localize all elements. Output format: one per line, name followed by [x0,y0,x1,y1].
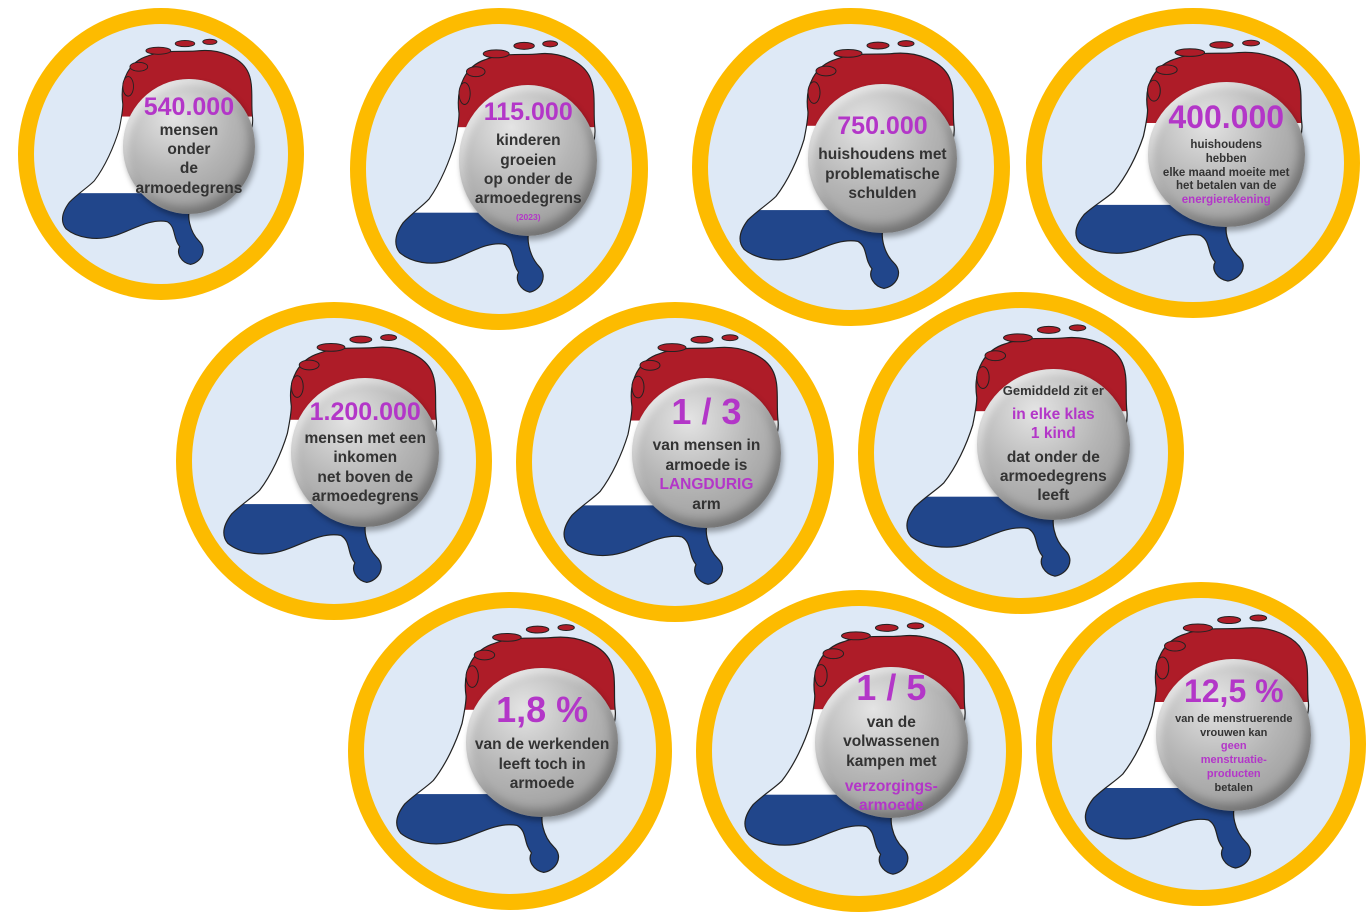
stat-highlight: armoede [859,797,924,815]
stat-text: armoedegrens [999,468,1107,486]
stat-text: kinderen groeien [495,132,561,169]
stat-medal-8: 1,8 % van de werkenden leeft toch in arm… [348,592,672,910]
stat-badge: Gemiddeld zit er in elke klas 1 kind dat… [976,368,1130,520]
stat-text: van de werkenden [474,736,610,754]
stat-number: 115.000 [483,97,573,126]
stat-text: elke maand moeite met [1162,166,1290,179]
stat-text: vrouwen kan [1200,726,1268,739]
stat-text: van mensen in [652,437,761,455]
stat-badge: 1 / 3 van mensen in armoede is LANGDURIG… [632,378,781,529]
stat-highlight: verzorgings- [844,777,938,795]
stat-highlight: geen [1220,740,1247,753]
stat-text: arm [692,495,721,513]
stat-text: armoedegrens [311,487,419,505]
stat-badge: 1,8 % van de werkenden leeft toch in arm… [466,668,619,817]
stat-text: mensen [159,121,219,139]
stat-number: 1,8 % [496,689,589,731]
stat-text: armoede [509,774,575,792]
stat-number: 12,5 % [1183,673,1284,710]
stat-text: betalen [1214,781,1254,794]
stat-highlight: in elke klas [1011,405,1095,423]
stat-medal-9: 1 / 5 van de volwassenen kampen met verz… [696,590,1022,912]
stat-text: leeft toch in [498,755,586,773]
stat-text: op onder de [483,170,573,188]
stat-medal-4: 400.000 huishoudens hebben elke maand mo… [1026,8,1360,318]
stat-text: leeft [1037,487,1070,505]
stat-highlight: 1 kind [1030,425,1076,443]
stat-number: 1.200.000 [309,397,421,426]
stat-medal-6: 1 / 3 van mensen in armoede is LANGDURIG… [516,302,834,622]
stat-medal-2: 115.000 kinderen groeien op onder de arm… [350,8,648,330]
stat-text: van de volwassenen [843,713,940,751]
stat-badge: 1.200.000 mensen met een inkomen net bov… [291,378,440,527]
stat-text: huishoudens met [818,146,947,164]
stat-text: de [179,160,198,178]
stat-text: kampen met [846,752,937,770]
stat-text: armoedegrens [135,179,243,197]
stat-medal-10: 12,5 % van de menstruerende vrouwen kan … [1036,582,1366,906]
stat-highlight: producten [1206,767,1261,780]
stat-text: onder [167,140,211,158]
stat-badge: 750.000 huishoudens met problematische s… [808,84,957,233]
stat-badge: 400.000 huishoudens hebben elke maand mo… [1147,82,1305,227]
stat-badge: 540.000 mensen onder de armoedegrens [122,78,255,214]
stat-number: 1 / 5 [856,666,927,708]
stat-text: huishoudens [1190,138,1262,151]
stat-badge: 1 / 5 van de volwassenen kampen met verz… [814,666,968,818]
stat-medal-3: 750.000 huishoudens met problematische s… [692,8,1010,326]
stat-number: 540.000 [143,93,235,122]
stat-text: problematische [825,165,940,183]
stat-text: net boven de [317,468,414,486]
stat-number: 400.000 [1168,99,1285,136]
stat-highlight: energierekening [1181,194,1271,207]
stat-text: hebben [1205,152,1247,165]
stat-medal-1: 540.000 mensen onder de armoedegrens [18,8,304,300]
stat-medal-5: 1.200.000 mensen met een inkomen net bov… [176,302,492,620]
stat-highlight: LANGDURIG [659,476,754,494]
stat-text: dat onder de [1006,448,1100,466]
stat-text: inkomen [333,449,398,467]
stat-year-note: (2023) [515,211,541,222]
stat-text: mensen met een [304,429,426,447]
stat-text: het betalen van de [1176,180,1277,193]
stat-medal-7: Gemiddeld zit er in elke klas 1 kind dat… [858,292,1184,614]
stat-badge: 12,5 % van de menstruerende vrouwen kan … [1156,659,1312,812]
stat-number: 1 / 3 [671,390,742,432]
stat-highlight: menstruatie- [1200,754,1267,767]
stat-text: schulden [848,185,917,203]
stat-text: Gemiddeld zit er [1002,382,1104,398]
stat-number: 750.000 [837,112,928,141]
stat-text: armoedegrens [474,190,582,208]
stat-text: van de menstruerende [1175,712,1293,725]
stat-text: armoede is [665,456,748,474]
stat-badge: 115.000 kinderen groeien op onder de arm… [459,84,598,236]
